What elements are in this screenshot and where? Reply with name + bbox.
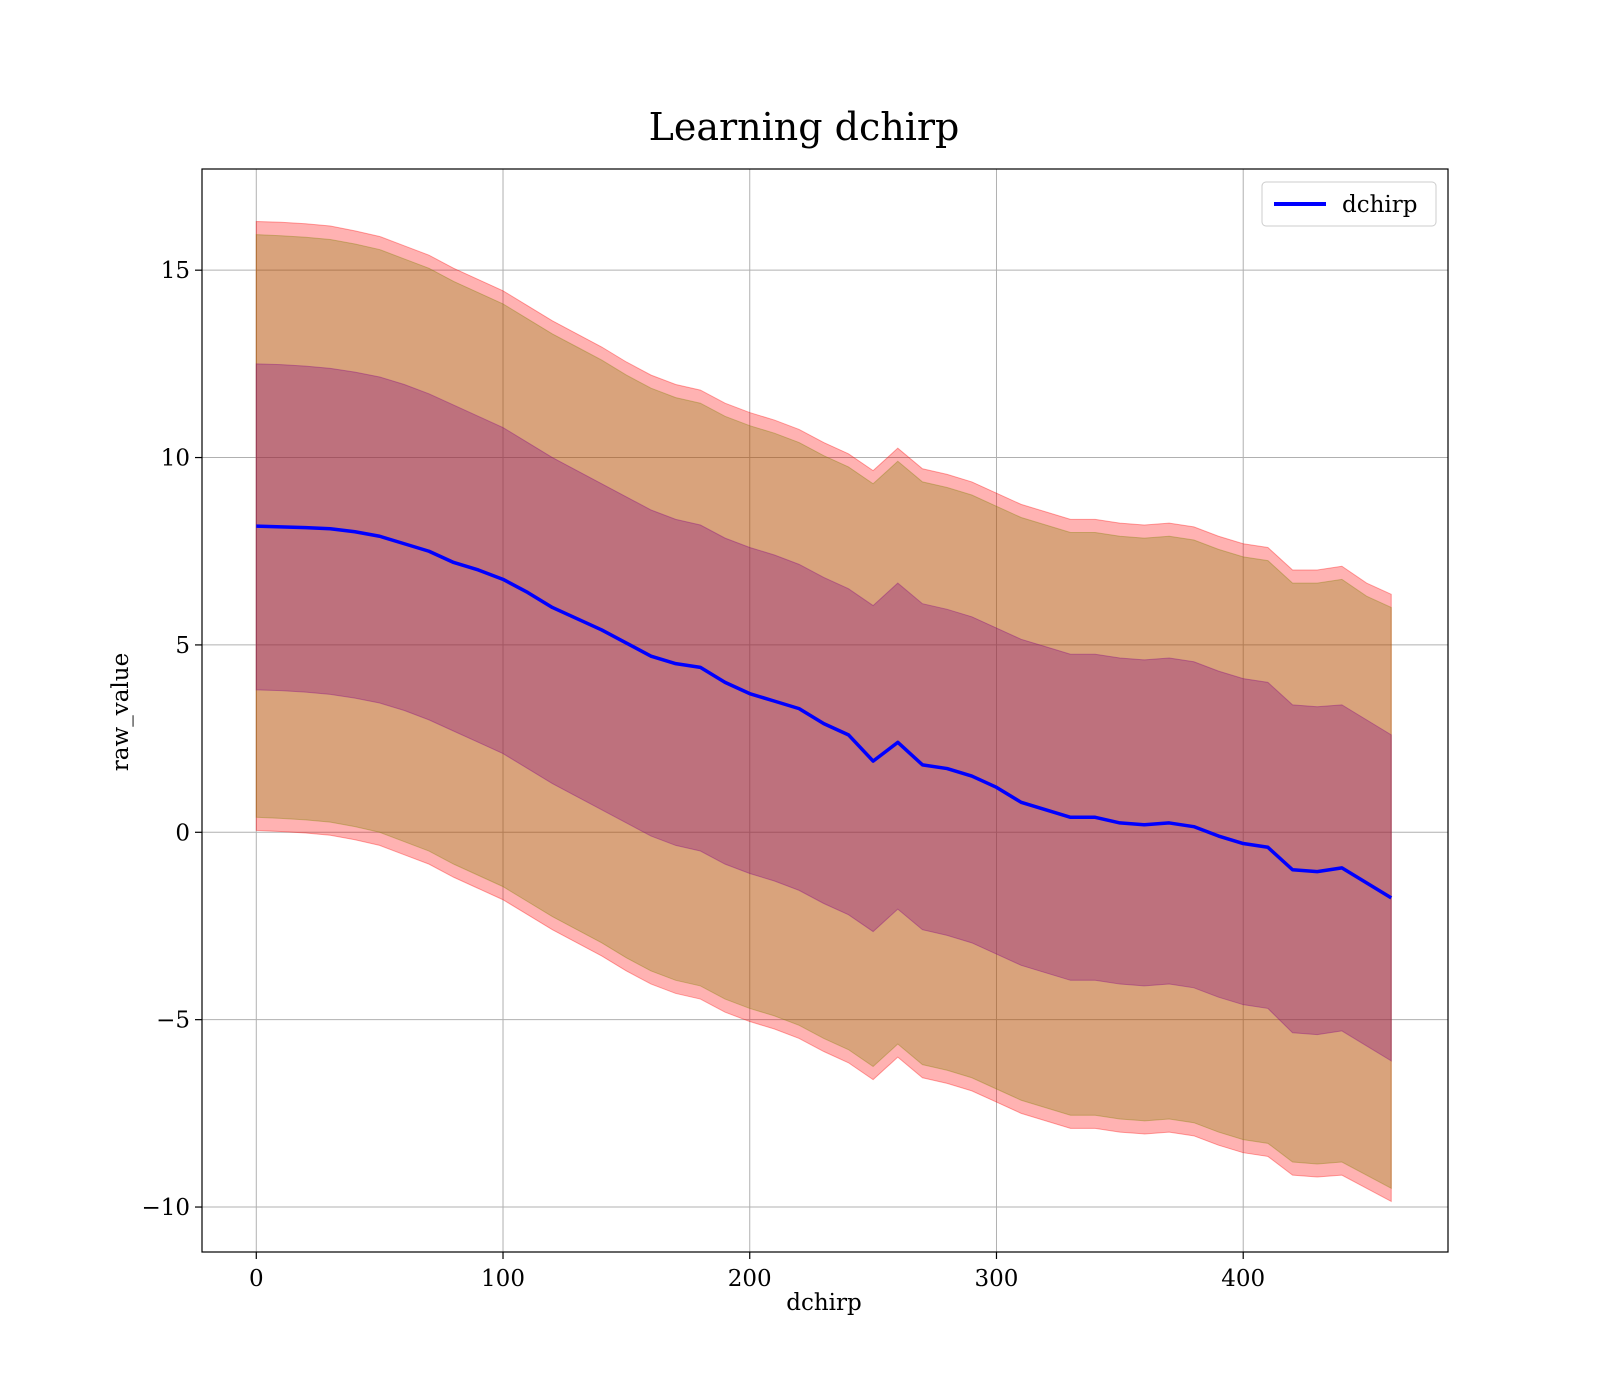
plot-frame — [201, 168, 1449, 1253]
band-outer — [255, 220, 1392, 1203]
band-inner — [255, 363, 1392, 1062]
chart-title: Learning dchirp — [649, 105, 960, 149]
x-tick-label: 100 — [481, 1266, 525, 1292]
series-lines — [256, 524, 1393, 900]
legend-box — [1261, 181, 1437, 227]
y-axis-label: raw_value — [108, 653, 134, 771]
grid — [202, 169, 1448, 1252]
bands — [255, 220, 1392, 1203]
x-tick-label: 300 — [975, 1266, 1019, 1292]
y-tick-label: 5 — [175, 633, 190, 659]
series-line-dchirp — [256, 524, 1393, 900]
ticks: 0 100 200 300 400 −10 −5 0 5 10 15 — [141, 258, 1265, 1292]
x-axis-label: dchirp — [786, 1290, 862, 1316]
y-tick-label: 15 — [161, 258, 190, 284]
band-middle — [255, 234, 1392, 1190]
y-tick-label: 0 — [175, 820, 190, 846]
x-tick-label: 0 — [249, 1266, 264, 1292]
y-tick-label: 10 — [161, 446, 190, 472]
y-tick-label: −10 — [141, 1195, 190, 1221]
x-tick-label: 200 — [728, 1266, 772, 1292]
x-tick-label: 400 — [1221, 1266, 1265, 1292]
legend-label: dchirp — [1342, 192, 1418, 218]
y-tick-label: −5 — [156, 1008, 190, 1034]
legend: dchirp — [1261, 181, 1437, 227]
